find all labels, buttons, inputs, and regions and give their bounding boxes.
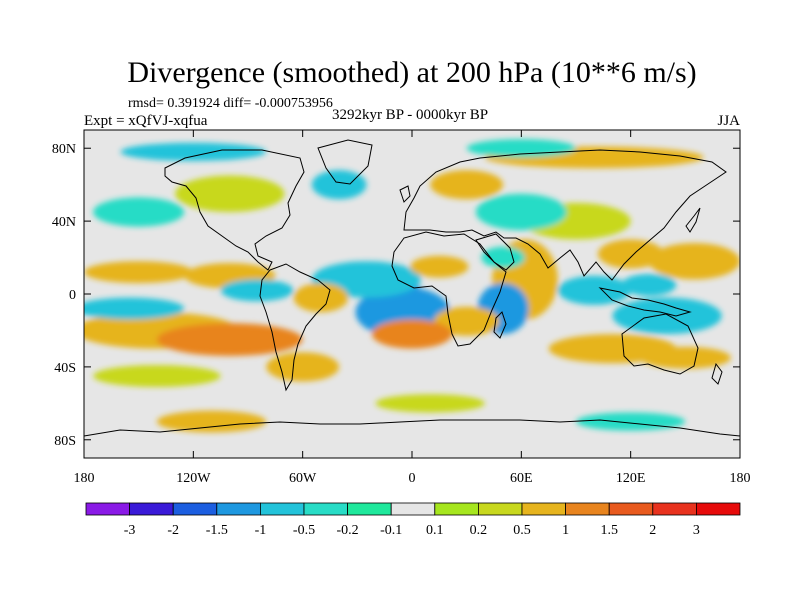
field-blob-21 [557, 275, 631, 305]
field-blob-26 [475, 193, 567, 231]
x-tick-label-3: 0 [409, 471, 416, 486]
experiment-label: Expt = xQfVJ-xqfua [84, 113, 208, 129]
colorbar-box-12 [608, 502, 654, 516]
colorbar-label-4: -0.5 [293, 523, 315, 538]
divergence-field [84, 139, 740, 433]
field-blob-24 [639, 346, 731, 369]
y-tick-label-3: 40S [54, 361, 76, 376]
x-tick-label-4: 60E [510, 471, 533, 486]
colorbar-label-13: 3 [693, 523, 700, 538]
colorbar-label-2: -1.5 [206, 523, 228, 538]
maritime-continent-coast [598, 287, 692, 317]
y-tick-label-1: 40N [52, 215, 76, 230]
field-blob-20 [597, 239, 664, 269]
colorbar-box-10 [521, 502, 566, 516]
colorbar: -3 -2 -1.5 -1 -0.5 -0.2 -0.1 0.1 0.2 0.5 1 1.5 2 3 [85, 502, 741, 538]
antarctica-coast [84, 419, 740, 437]
field-blob-36 [576, 412, 686, 431]
colorbar-box-11 [565, 502, 610, 516]
period-label: 3292kyr BP - 0000kyr BP [332, 107, 488, 123]
x-tick-label-0: 180 [74, 471, 95, 486]
field-blob-30 [93, 197, 185, 227]
field-blob-10 [156, 323, 303, 356]
new-zealand-coast [711, 362, 723, 385]
colorbar-box-9 [477, 502, 523, 516]
uk-coast [399, 185, 411, 203]
season-label: JJA [717, 113, 740, 129]
eurasia-coast [403, 149, 727, 281]
field-blob-34 [156, 410, 267, 433]
field-blob-19 [648, 242, 740, 280]
field-blob-35 [375, 394, 485, 413]
field-blob-15 [293, 283, 349, 313]
colorbar-box-3 [216, 502, 261, 516]
x-tick-label-6: 180 [730, 471, 751, 486]
x-tick-label-5: 120E [616, 471, 646, 486]
colorbar-label-7: 0.1 [426, 523, 444, 538]
axes: 180 120W 60W 0 60E 120E 180 80N 40N 0 40S 80S [52, 130, 751, 486]
coastlines [84, 139, 740, 437]
north-america-coast [164, 149, 305, 271]
field-blob-18 [612, 297, 722, 335]
japan-coast [685, 207, 701, 233]
colorbar-box-6 [347, 502, 392, 516]
field-blob-16 [266, 352, 340, 382]
arabia-coast [475, 233, 515, 271]
field-blob-12 [84, 261, 194, 284]
field-blob-22 [621, 273, 677, 296]
y-tick-label-0: 80N [52, 142, 76, 157]
x-tick-label-2: 60W [289, 471, 317, 486]
colorbar-box-7 [390, 502, 436, 516]
colorbar-box-4 [259, 502, 305, 516]
colorbar-box-14 [696, 502, 741, 516]
colorbar-label-8: 0.2 [470, 523, 488, 538]
y-tick-label-4: 80S [54, 434, 76, 449]
africa-coast [391, 231, 507, 347]
colorbar-box-2 [172, 502, 218, 516]
colorbar-label-1: -2 [167, 523, 179, 538]
colorbar-label-0: -3 [124, 523, 136, 538]
colorbar-box-8 [434, 502, 479, 516]
field-blob-6 [433, 306, 500, 336]
field-blob-7 [371, 319, 453, 349]
map-area [84, 130, 740, 458]
colorbar-label-12: 2 [649, 523, 656, 538]
y-tick-label-2: 0 [69, 288, 76, 303]
field-blob-8 [410, 255, 469, 278]
field-blob-28 [311, 170, 367, 200]
colorbar-label-10: 1 [562, 523, 569, 538]
colorbar-box-5 [303, 502, 348, 516]
field-blob-32 [120, 142, 267, 161]
field-blob-29 [175, 175, 285, 212]
field-blob-33 [466, 139, 576, 158]
australia-coast [621, 313, 699, 375]
stats-text: rmsd= 0.391924 diff= -0.000753956 [128, 96, 333, 111]
colorbar-box-1 [129, 502, 174, 516]
chart-title: Divergence (smoothed) at 200 hPa (10**6 … [127, 56, 696, 89]
field-blob-27 [430, 170, 504, 200]
colorbar-label-6: -0.1 [380, 523, 402, 538]
south-america-coast [259, 263, 331, 392]
colorbar-label-3: -1 [255, 523, 267, 538]
colorbar-label-9: 0.5 [513, 523, 531, 538]
colorbar-label-11: 1.5 [600, 523, 618, 538]
colorbar-box-0 [85, 502, 130, 516]
colorbar-label-5: -0.2 [337, 523, 359, 538]
colorbar-box-13 [652, 502, 697, 516]
greenland-coast [317, 139, 373, 185]
madagascar-coast [493, 311, 507, 339]
x-tick-label-1: 120W [176, 471, 211, 486]
field-blob-17 [93, 365, 221, 387]
field-blob-11 [84, 297, 185, 320]
field-blob-14 [220, 279, 294, 302]
field-blob-37 [481, 246, 525, 269]
